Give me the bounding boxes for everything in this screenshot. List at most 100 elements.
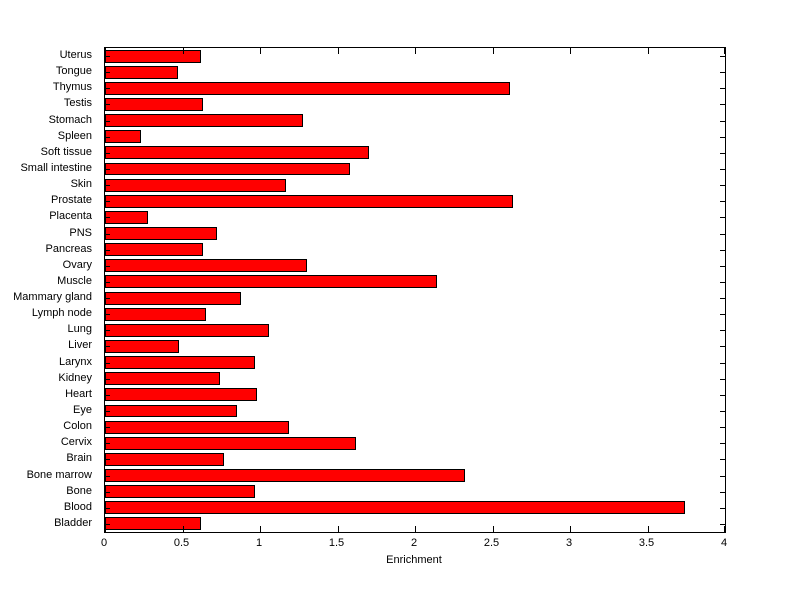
xticklabel-2.5: 2.5: [483, 537, 500, 549]
xtick-bottom: [182, 526, 184, 532]
ylabel-liver: Liver: [68, 339, 92, 352]
xtick-top: [724, 48, 725, 54]
ytick-left: [105, 378, 110, 380]
bar-prostate: [105, 194, 513, 208]
xtick-bottom: [724, 526, 725, 532]
ytick-right: [720, 233, 725, 235]
ylabel-brain: Brain: [66, 452, 92, 465]
ylabel-bone-marrow: Bone marrow: [26, 468, 92, 481]
x-axis-tick-labels: 0 0.5 1 1.5 2 2.5 3 3.5 4: [100, 532, 727, 552]
ylabel-bladder: Bladder: [54, 516, 92, 529]
bar-brain: [105, 452, 225, 466]
ytick-right: [720, 378, 725, 380]
ylabel-thymus: Thymus: [52, 81, 92, 94]
ylabel-blood: Blood: [63, 500, 92, 513]
ytick-left: [105, 104, 110, 106]
bar-bone: [105, 485, 256, 499]
ytick-left: [105, 88, 110, 90]
ytick-left: [105, 233, 110, 235]
ytick-right: [720, 281, 725, 283]
xticklabel-3.5: 3.5: [638, 537, 655, 549]
ytick-right: [720, 104, 725, 106]
ytick-left: [105, 330, 110, 332]
ytick-right: [720, 249, 725, 251]
bar-uterus: [105, 49, 202, 63]
bar-thymus: [105, 81, 510, 95]
ytick-left: [105, 394, 110, 396]
ylabel-kidney: Kidney: [58, 371, 92, 384]
ytick-right: [720, 330, 725, 332]
ylabel-heart: Heart: [65, 387, 92, 400]
ytick-left: [105, 298, 110, 300]
bar-mammary-gland: [105, 291, 242, 305]
ytick-left: [105, 120, 110, 122]
ytick-right: [720, 507, 725, 509]
ytick-left: [105, 491, 110, 493]
ylabel-small-intestine: Small intestine: [20, 162, 92, 174]
bar-kidney: [105, 372, 220, 386]
ytick-right: [720, 265, 725, 267]
ylabel-placenta: Placenta: [49, 210, 92, 223]
ytick-right: [720, 459, 725, 461]
ytick-right: [720, 523, 725, 525]
xtick-top: [570, 48, 571, 54]
ylabel-larynx: Larynx: [58, 355, 92, 368]
ylabel-lymph-node: Lymph node: [31, 307, 92, 320]
bar-spleen: [105, 130, 141, 144]
bar-bladder: [105, 517, 202, 531]
ylabel-uterus: Uterus: [59, 49, 92, 62]
ylabel-cervix: Cervix: [60, 436, 92, 449]
xticklabel-2: 2: [410, 537, 418, 549]
xtick-bottom: [570, 526, 571, 532]
ytick-right: [720, 56, 725, 58]
xtick-bottom: [105, 526, 106, 532]
ytick-left: [105, 201, 110, 203]
bar-placenta: [105, 210, 149, 224]
ylabel-testis: Testis: [63, 97, 92, 110]
bar-pancreas: [105, 243, 203, 257]
xtick-top: [492, 48, 494, 54]
ylabel-eye: Eye: [73, 404, 92, 416]
bar-stomach: [105, 114, 304, 128]
ytick-left: [105, 346, 110, 348]
ylabel-spleen: Spleen: [57, 129, 92, 142]
ytick-right: [720, 346, 725, 348]
bar-lung: [105, 323, 270, 337]
bar-bone-marrow: [105, 469, 465, 482]
xtick-bottom: [337, 526, 339, 532]
ytick-left: [105, 281, 110, 283]
bar-liver: [105, 340, 180, 353]
ylabel-pns: PNS: [69, 226, 92, 239]
ytick-left: [105, 523, 110, 525]
ytick-right: [720, 443, 725, 445]
ytick-left: [105, 475, 110, 477]
ytick-right: [720, 411, 725, 412]
ytick-left: [105, 443, 110, 445]
xtick-top: [647, 48, 649, 54]
ylabel-ovary: Ovary: [62, 258, 92, 271]
ytick-right: [720, 169, 725, 170]
ylabel-lung: Lung: [67, 323, 92, 336]
ytick-right: [720, 201, 725, 203]
xtick-top: [105, 48, 106, 54]
ytick-right: [720, 314, 725, 316]
ytick-right: [720, 491, 725, 493]
ytick-right: [720, 362, 725, 364]
ytick-right: [720, 136, 725, 138]
ytick-right: [720, 72, 725, 74]
xticklabel-0: 0: [100, 537, 108, 549]
bar-lymph-node: [105, 307, 206, 321]
ytick-left: [105, 314, 110, 316]
ytick-left: [105, 56, 110, 58]
plot-area: [104, 47, 726, 533]
ytick-right: [720, 298, 725, 300]
ytick-left: [105, 152, 110, 154]
xticklabel-3: 3: [565, 537, 573, 549]
ytick-right: [720, 394, 725, 396]
ylabel-prostate: Prostate: [51, 194, 92, 207]
bar-ovary: [105, 259, 307, 273]
xticklabel-0.5: 0.5: [173, 537, 190, 549]
ylabel-colon: Colon: [63, 420, 92, 433]
xtick-bottom: [415, 526, 416, 532]
